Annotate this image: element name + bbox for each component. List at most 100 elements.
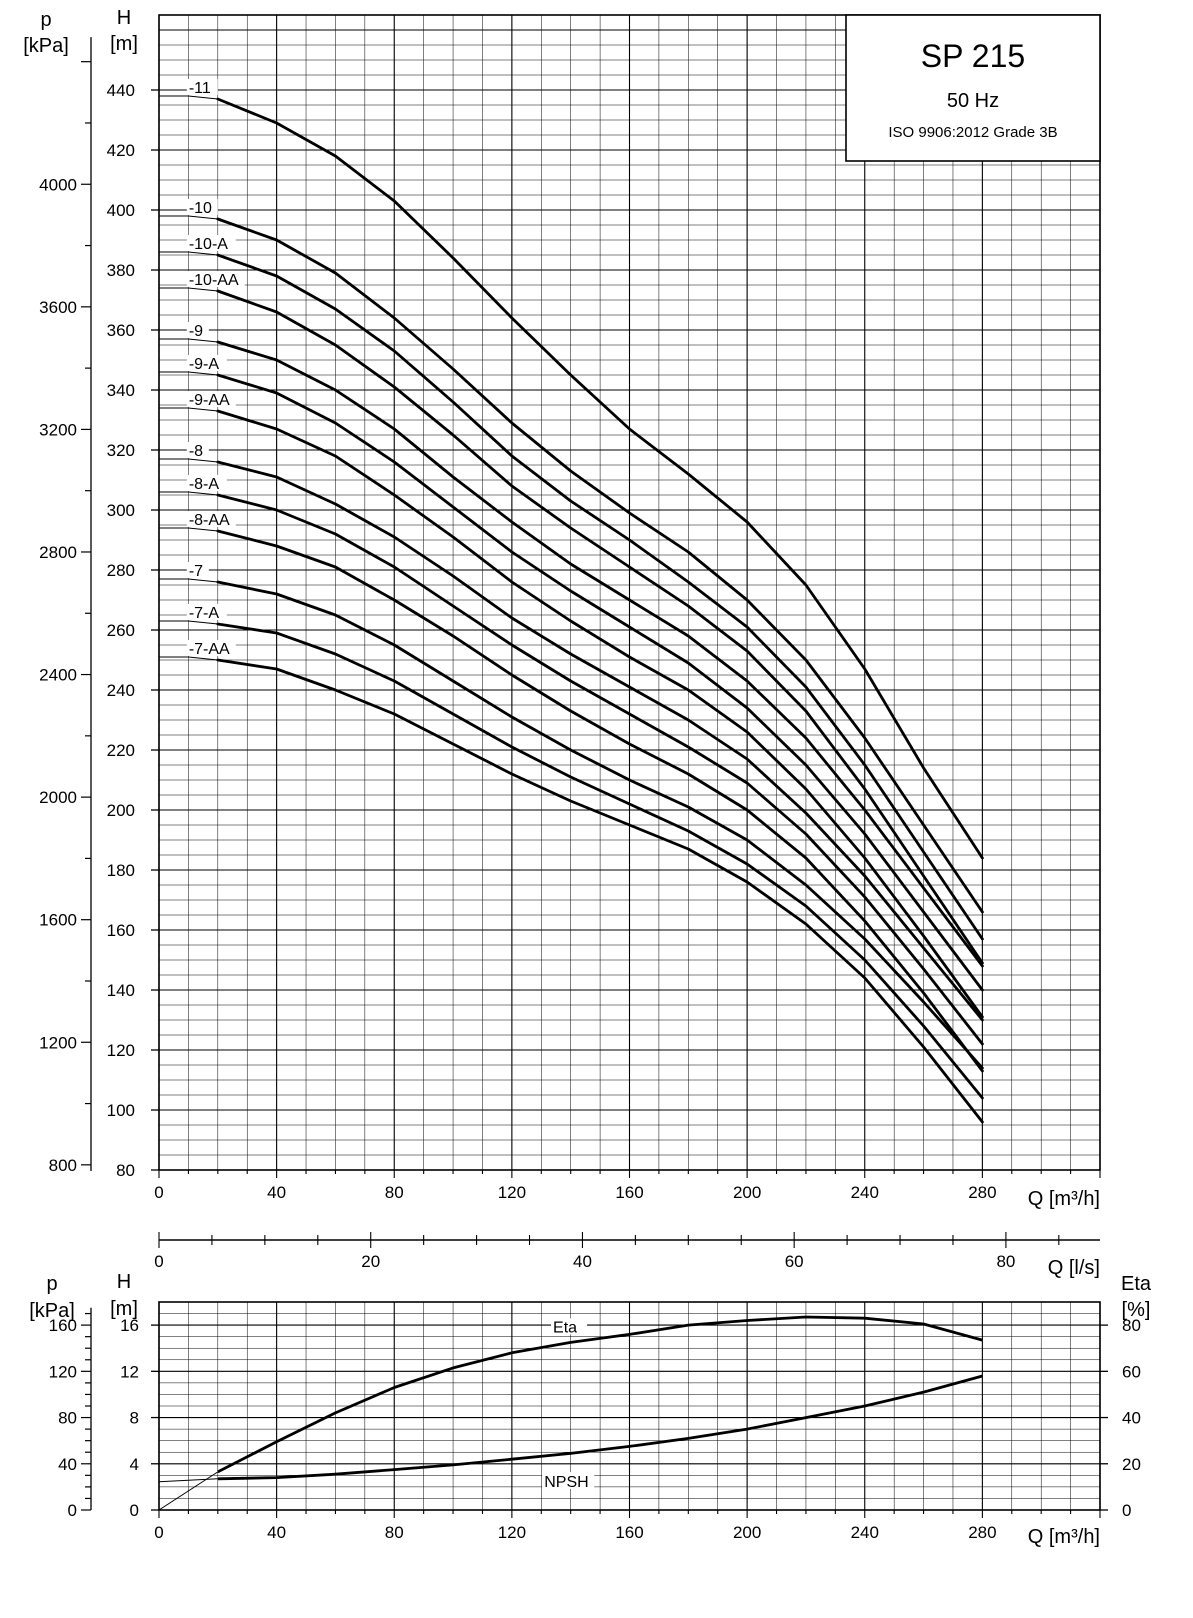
curve-label: -7-A [189,605,220,622]
head-tick-label: 300 [107,501,135,520]
kpa-tick-label: 3200 [39,420,77,439]
curve-label: -8-AA [189,512,230,529]
kpa-tick-label: 4000 [39,175,77,194]
head-tick-label: 320 [107,441,135,460]
curve-label-background [186,511,236,527]
flow-ls-axis: 0 20 40 60 80 [154,1232,1100,1271]
head-tick-label: 220 [107,741,135,760]
pump-curve [216,217,984,914]
curve-label: -7 [189,563,203,580]
head-axis-unit: [m] [110,33,138,55]
chart-title: SP 215 [921,38,1025,74]
lower-flow-tick-label: 0 [154,1523,163,1542]
eta-axis-unit: [%] [1122,1299,1151,1321]
lower-head-tick-label: 0 [130,1501,139,1520]
curve-label: -10-A [189,236,228,253]
head-tick-label: 420 [107,141,135,160]
lower-flow-tick-label: 40 [267,1523,286,1542]
lower-head-tick-label: 8 [130,1409,139,1428]
pump-curve [216,253,984,941]
head-tick-label: 340 [107,381,135,400]
flow-tick-label: 120 [498,1183,526,1202]
kpa-tick-label: 2800 [39,543,77,562]
kpa-tick-label: 1600 [39,911,77,930]
head-tick-label: 80 [116,1161,135,1180]
eta-tick-label: 80 [1122,1316,1141,1335]
eta-tick-label: 0 [1122,1501,1131,1520]
curve-label-background [186,604,227,620]
curve-label-background [186,391,236,407]
lower-head-axis-unit: [m] [110,1298,138,1320]
lower-head-axis-symbol: H [117,1271,131,1293]
lower-flow-tick-label: 280 [968,1523,996,1542]
flow-tick-label: 40 [267,1183,286,1202]
npsh-curve-leadin [158,1478,218,1483]
pump-curve [216,529,984,1073]
pump-curve [216,460,984,1022]
curve-label: -9 [189,323,203,340]
eta-curve [217,1315,983,1474]
head-axis-symbol: H [117,7,131,29]
main-chart-curves: -11 -10 -10-A -10-AA -9 -9-A -9-AA -8 -8-A -8-AA -… [159,79,984,1124]
pump-curve-leadin [159,287,218,292]
head-tick-label: 240 [107,681,135,700]
pump-curve-leadin [159,407,218,412]
curve-label: -9-A [189,356,220,373]
eta-label-background [551,1318,588,1335]
head-tick-label: 160 [107,921,135,940]
kpa-tick-label: 1200 [39,1033,77,1052]
flow-tick-label: 200 [733,1183,761,1202]
title-box: SP 215 50 Hz ISO 9906:2012 Grade 3B [845,14,1101,162]
flow-ls-tick-label: 80 [996,1252,1015,1271]
pump-curve-leadin [159,656,218,661]
flow-tick-label: 0 [154,1183,163,1202]
eta-axis-symbol: Eta [1121,1273,1152,1295]
curve-label-background [186,442,209,458]
curve-label-background [186,79,218,95]
npsh-label-background [542,1472,595,1490]
main-chart-grid [158,14,1101,1171]
pump-curve [216,97,984,860]
flow-ls-tick-label: 40 [573,1252,592,1271]
pump-curve [216,289,984,965]
head-tick-label: 380 [107,261,135,280]
lower-head-tick-label: 16 [120,1316,139,1335]
curve-label-background [186,271,245,287]
flow-ls-axis-label: Q [l/s] [1048,1257,1100,1279]
curve-label-background [186,235,236,251]
title-box-frame [845,14,1101,162]
lower-flow-tick-label: 160 [615,1523,643,1542]
curve-label-background [186,322,209,338]
curve-label: -8-A [189,476,220,493]
lower-kpa-axis-symbol: p [46,1273,57,1295]
head-tick-label: 280 [107,561,135,580]
curve-label-background [186,562,209,578]
kpa-tick-label: 800 [49,1156,77,1175]
eta-tick-label: 20 [1122,1455,1141,1474]
head-tick-label: 180 [107,861,135,880]
pump-curve-leadin [159,578,218,583]
pump-curve [216,340,984,968]
chart-standard: ISO 9906:2012 Grade 3B [888,124,1057,141]
curve-label-background [186,199,218,215]
pump-curve [216,373,984,992]
eta-tick-label: 60 [1122,1362,1141,1381]
kpa-axis-symbol: p [40,9,51,31]
lower-kpa-tick-label: 40 [58,1455,77,1474]
kpa-tick-label: 2400 [39,666,77,685]
pump-curve-leadin [159,251,218,256]
lower-plot-frame [158,1301,1101,1511]
kpa-tick-label: 2000 [39,788,77,807]
curve-label-background [186,640,236,656]
curve-label: -11 [189,80,211,97]
flow-ls-tick-label: 60 [785,1252,804,1271]
head-tick-label: 260 [107,621,135,640]
pump-curve [216,409,984,1019]
head-tick-label: 140 [107,981,135,1000]
curve-label: -7-AA [189,641,230,658]
lower-head-tick-label: 12 [120,1362,139,1381]
pump-curve-leadin [159,95,218,100]
pump-curve [216,493,984,1046]
